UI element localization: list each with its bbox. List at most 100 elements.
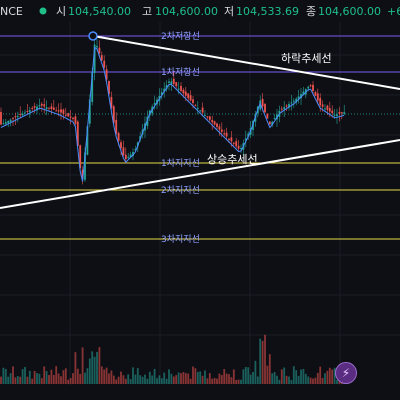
candle-body xyxy=(52,107,55,110)
candle-body xyxy=(86,126,89,155)
volume-bar xyxy=(26,376,29,384)
volume-bar xyxy=(127,374,130,384)
candle-body xyxy=(124,154,127,160)
volume-bar xyxy=(290,379,293,384)
volume-bar xyxy=(31,378,34,384)
candle-body xyxy=(182,89,185,94)
candle-body xyxy=(331,110,334,114)
candle-body xyxy=(84,152,86,180)
candle-body xyxy=(43,104,46,107)
candle-body xyxy=(91,72,94,102)
candle-body xyxy=(321,104,324,107)
volume-bar xyxy=(156,378,158,384)
volume-bar xyxy=(129,379,132,384)
candle-body xyxy=(0,111,2,125)
candle-body xyxy=(165,85,168,89)
candle-body xyxy=(230,137,233,142)
volume-bar xyxy=(247,367,250,384)
candle-body xyxy=(69,116,72,118)
volume-bar xyxy=(45,371,48,384)
candle-body xyxy=(26,110,29,112)
volume-bar xyxy=(194,368,197,384)
volume-bar xyxy=(172,376,175,384)
candle-body xyxy=(153,103,156,105)
volume-bar xyxy=(295,370,298,384)
volume-bar xyxy=(86,368,89,384)
candle-body xyxy=(343,112,346,114)
candle-body xyxy=(338,111,341,114)
trend-anchor-handle[interactable] xyxy=(88,31,98,41)
candle-body xyxy=(309,85,312,87)
high-label: 고 xyxy=(142,5,152,18)
candle-body xyxy=(163,88,166,92)
candle-body xyxy=(172,78,175,84)
candle-body xyxy=(175,82,178,87)
candle-body xyxy=(340,112,343,114)
volume-bar xyxy=(292,366,295,384)
volume-bar xyxy=(144,374,146,384)
open-value: 104,540.00 xyxy=(68,5,131,18)
volume-bar xyxy=(132,367,134,384)
downtrend-line[interactable] xyxy=(92,35,400,90)
volume-bar xyxy=(100,366,103,384)
candle-body xyxy=(261,98,264,107)
volume-bar xyxy=(112,375,115,384)
candle-body xyxy=(103,60,106,68)
moving-average-line xyxy=(0,46,345,182)
volume-bar xyxy=(84,372,86,384)
candle-body xyxy=(9,119,12,122)
candle-body xyxy=(48,107,50,109)
volume-bar xyxy=(43,366,46,384)
volume-bar xyxy=(326,370,329,384)
candle-body xyxy=(213,121,216,125)
volume-bar xyxy=(168,369,170,384)
volume-bar xyxy=(122,375,125,384)
candle-body xyxy=(232,142,235,144)
uptrend-line[interactable] xyxy=(0,139,400,209)
volume-bar xyxy=(208,373,211,384)
candle-body xyxy=(240,148,242,149)
volume-bar xyxy=(115,379,118,384)
volume-bar xyxy=(93,356,96,384)
candle-body xyxy=(12,117,14,119)
candle-body xyxy=(196,107,199,109)
volume-bar xyxy=(9,373,12,384)
volume-bar xyxy=(62,370,65,384)
candle-body xyxy=(14,116,17,118)
candle-body xyxy=(120,142,122,148)
volume-bar xyxy=(67,379,70,384)
candle-body xyxy=(19,114,22,116)
candle-body xyxy=(168,81,170,83)
candle-body xyxy=(300,94,302,99)
volume-bar xyxy=(328,367,331,384)
candle-body xyxy=(64,114,67,116)
candle-body xyxy=(55,110,58,112)
candles xyxy=(0,38,346,185)
volume-bar xyxy=(19,376,22,384)
volume-bar xyxy=(148,371,151,384)
volume-bar xyxy=(28,370,31,384)
candle-body xyxy=(199,110,202,112)
candle-body xyxy=(297,96,300,100)
level-lines xyxy=(0,35,400,240)
volume-bar xyxy=(74,352,77,384)
candle-body xyxy=(218,126,221,130)
candle-body xyxy=(280,108,283,110)
candle-body xyxy=(307,86,310,89)
volume-bar xyxy=(252,371,254,384)
volume-bar xyxy=(14,377,17,384)
volume-bar xyxy=(124,378,127,384)
volume-bar xyxy=(225,373,228,384)
lightning-icon[interactable]: ⚡ xyxy=(335,362,357,384)
candle-body xyxy=(324,108,326,110)
volume-bar xyxy=(55,366,58,384)
candle-body xyxy=(302,91,305,96)
candle-body xyxy=(184,91,187,96)
volume-bar xyxy=(0,376,2,384)
volume-bar xyxy=(268,354,271,384)
candle-body xyxy=(316,93,319,101)
candle-body xyxy=(67,113,70,117)
volume-bar xyxy=(259,338,262,384)
volume-bar xyxy=(48,374,50,384)
